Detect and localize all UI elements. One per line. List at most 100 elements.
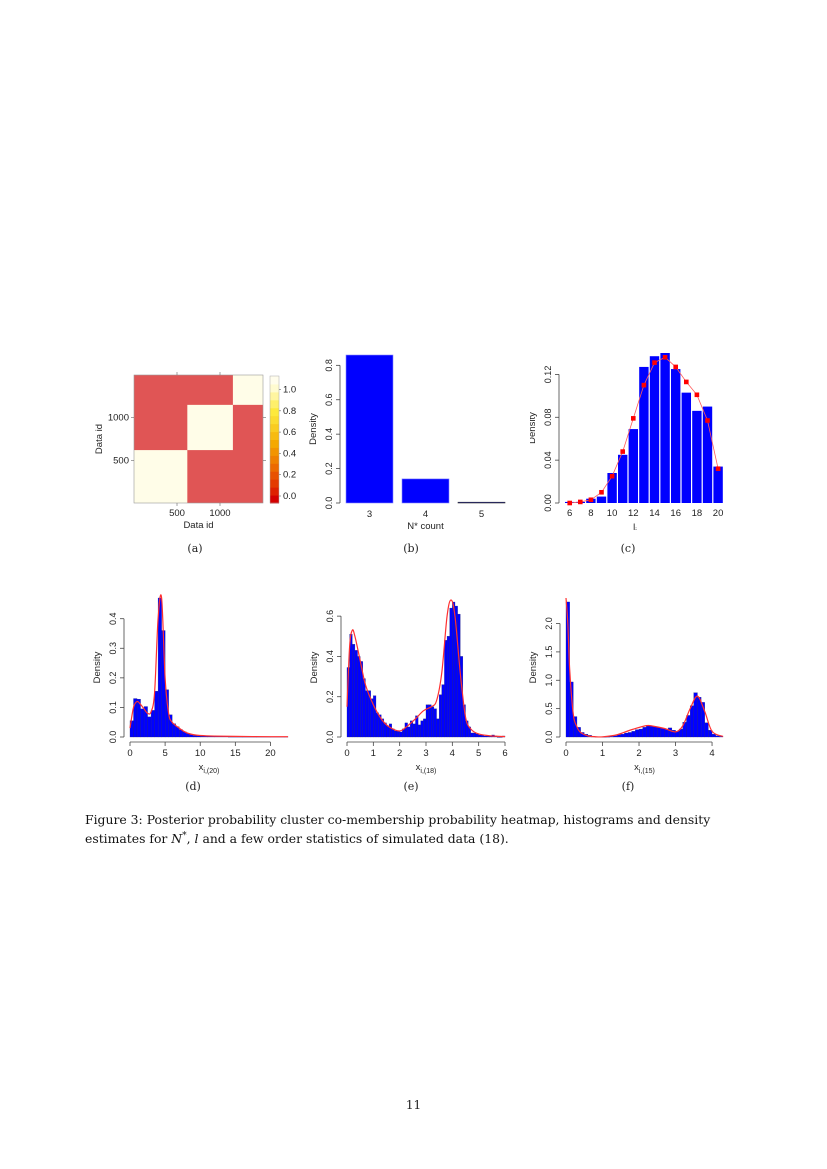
svg-text:0.4: 0.4 [283, 448, 296, 459]
svg-text:0.00: 0.00 [543, 494, 553, 512]
svg-text:10: 10 [195, 748, 206, 759]
svg-text:12: 12 [628, 508, 639, 519]
svg-text:0.4: 0.4 [324, 428, 334, 441]
svg-text:0.6: 0.6 [325, 610, 335, 623]
svg-text:2: 2 [397, 748, 402, 759]
svg-text:5: 5 [479, 509, 484, 520]
svg-text:0.6: 0.6 [324, 393, 334, 406]
svg-text:4: 4 [423, 509, 428, 520]
svg-text:0.8: 0.8 [283, 406, 296, 417]
svg-text:1000: 1000 [209, 508, 230, 519]
panel-b-ncount-bars: 0.0 0.2 0.4 0.6 0.8 Density 3 4 5 N* count (b) [305, 345, 520, 560]
svg-text:Density: Density [528, 651, 539, 683]
svg-text:14: 14 [649, 508, 660, 519]
svg-text:0.4: 0.4 [108, 612, 118, 625]
svg-text:1.0: 1.0 [283, 385, 296, 396]
panel-label-c: (c) [620, 542, 636, 555]
svg-text:1.5: 1.5 [544, 646, 554, 659]
l-bar-chart: 0.00 0.04 0.08 0.12 Density 6 8 10 12 14 16 18 20 li [527, 353, 724, 535]
figure-caption: Figure 3: Posterior probability cluster … [85, 811, 745, 847]
svg-text:20: 20 [713, 508, 724, 519]
svg-text:2: 2 [636, 748, 641, 759]
histogram-x18: 0.0 0.2 0.4 0.6 Density 0 1 2 3 4 5 6 xi,(18) [309, 599, 508, 775]
svg-text:0.04: 0.04 [543, 451, 553, 469]
svg-text:18: 18 [692, 508, 703, 519]
svg-text:500: 500 [169, 508, 185, 519]
panel-f-histogram: 0.0 0.5 1.0 1.5 2.0 Density 0 1 2 3 4 xi,(15) (f) [525, 580, 735, 800]
svg-text:0.0: 0.0 [283, 491, 296, 502]
svg-text:0.12: 0.12 [543, 366, 553, 384]
svg-text:0.0: 0.0 [108, 731, 118, 744]
svg-text:3: 3 [367, 509, 372, 520]
svg-text:1: 1 [600, 748, 605, 759]
page-number: 11 [405, 1098, 422, 1112]
histogram-x20: 0.0 0.1 0.2 0.3 0.4 Density 0 5 10 15 20 xi,(20) [92, 594, 289, 775]
svg-text:0.2: 0.2 [325, 690, 335, 703]
caption-N-sup: * [182, 831, 187, 841]
svg-text:xi,(20): xi,(20) [199, 762, 220, 775]
svg-text:Density: Density [309, 651, 320, 683]
panel-e-histogram: 0.0 0.2 0.4 0.6 Density 0 1 2 3 4 5 6 xi,(18) (e) [305, 590, 520, 800]
caption-N: N [171, 831, 183, 847]
svg-text:4: 4 [450, 748, 455, 759]
svg-text:0.4: 0.4 [325, 650, 335, 663]
svg-text:0.0: 0.0 [325, 731, 335, 744]
svg-text:500: 500 [113, 455, 129, 466]
panel-c-l-distribution: 0.000.040.080.12Density68101214161820li … [527, 345, 730, 560]
caption-l: l [194, 831, 199, 847]
svg-text:10: 10 [607, 508, 618, 519]
svg-text:Density: Density [530, 412, 538, 444]
panel-label-e: (e) [403, 780, 419, 793]
histogram-x15: 0.0 0.5 1.0 1.5 2.0 Density 0 1 2 3 4 xi,(15) [528, 597, 724, 775]
figure-number: Figure 3: [85, 812, 143, 827]
svg-text:1: 1 [371, 748, 376, 759]
svg-text:0.6: 0.6 [283, 427, 296, 438]
svg-text:0.2: 0.2 [108, 672, 118, 685]
svg-text:1.0: 1.0 [544, 674, 554, 687]
svg-text:xi,(15): xi,(15) [634, 762, 655, 775]
svg-text:Density: Density [92, 651, 103, 683]
svg-text:4: 4 [709, 748, 714, 759]
svg-text:0.5: 0.5 [544, 702, 554, 715]
panel-d-histogram: 0.0 0.1 0.2 0.3 0.4 Density 0 5 10 15 20 xi,(20) (d… [90, 590, 300, 800]
caption-text-1: Posterior probability cluster co-members… [85, 812, 711, 847]
svg-text:6: 6 [502, 748, 507, 759]
svg-text:8: 8 [588, 508, 593, 519]
svg-text:Density: Density [308, 413, 319, 445]
svg-text:Data id: Data id [183, 520, 213, 530]
ncount-bar-chart: 0.0 0.2 0.4 0.6 0.8 Density 3 4 5 N* count [308, 354, 506, 532]
caption-comma: , [186, 831, 195, 847]
svg-text:N* count: N* count [407, 521, 444, 530]
panel-a-heatmap: 500 1000 500 1000 Data id Data id 0.0 0.2 0.4 0.6… [80, 360, 310, 560]
svg-text:0.8: 0.8 [324, 359, 334, 372]
svg-text:0.2: 0.2 [324, 462, 334, 475]
svg-text:0.1: 0.1 [108, 701, 118, 714]
svg-text:2.0: 2.0 [544, 617, 554, 630]
svg-text:li: li [633, 522, 637, 530]
svg-text:0.3: 0.3 [108, 642, 118, 655]
svg-text:0.2: 0.2 [283, 470, 296, 481]
svg-text:0.0: 0.0 [544, 731, 554, 744]
svg-text:Data id: Data id [94, 424, 105, 454]
caption-text-3: and a few order statistics of simulated … [198, 831, 509, 847]
panel-label-d: (d) [185, 780, 201, 793]
svg-text:1000: 1000 [108, 413, 129, 424]
svg-text:6: 6 [567, 508, 572, 519]
panel-label-a: (a) [187, 542, 203, 555]
svg-text:0: 0 [563, 748, 568, 759]
panel-label-f: (f) [621, 780, 635, 793]
svg-text:0.08: 0.08 [543, 409, 553, 427]
svg-text:15: 15 [230, 748, 241, 759]
svg-text:xi,(18): xi,(18) [416, 762, 437, 775]
svg-text:0.0: 0.0 [324, 497, 334, 510]
svg-text:3: 3 [423, 748, 428, 759]
svg-text:3: 3 [673, 748, 678, 759]
svg-text:20: 20 [265, 748, 276, 759]
panel-label-b: (b) [403, 542, 419, 555]
svg-text:5: 5 [162, 748, 167, 759]
svg-text:0: 0 [344, 748, 349, 759]
svg-text:5: 5 [476, 748, 481, 759]
svg-text:0: 0 [127, 748, 132, 759]
svg-text:16: 16 [670, 508, 681, 519]
